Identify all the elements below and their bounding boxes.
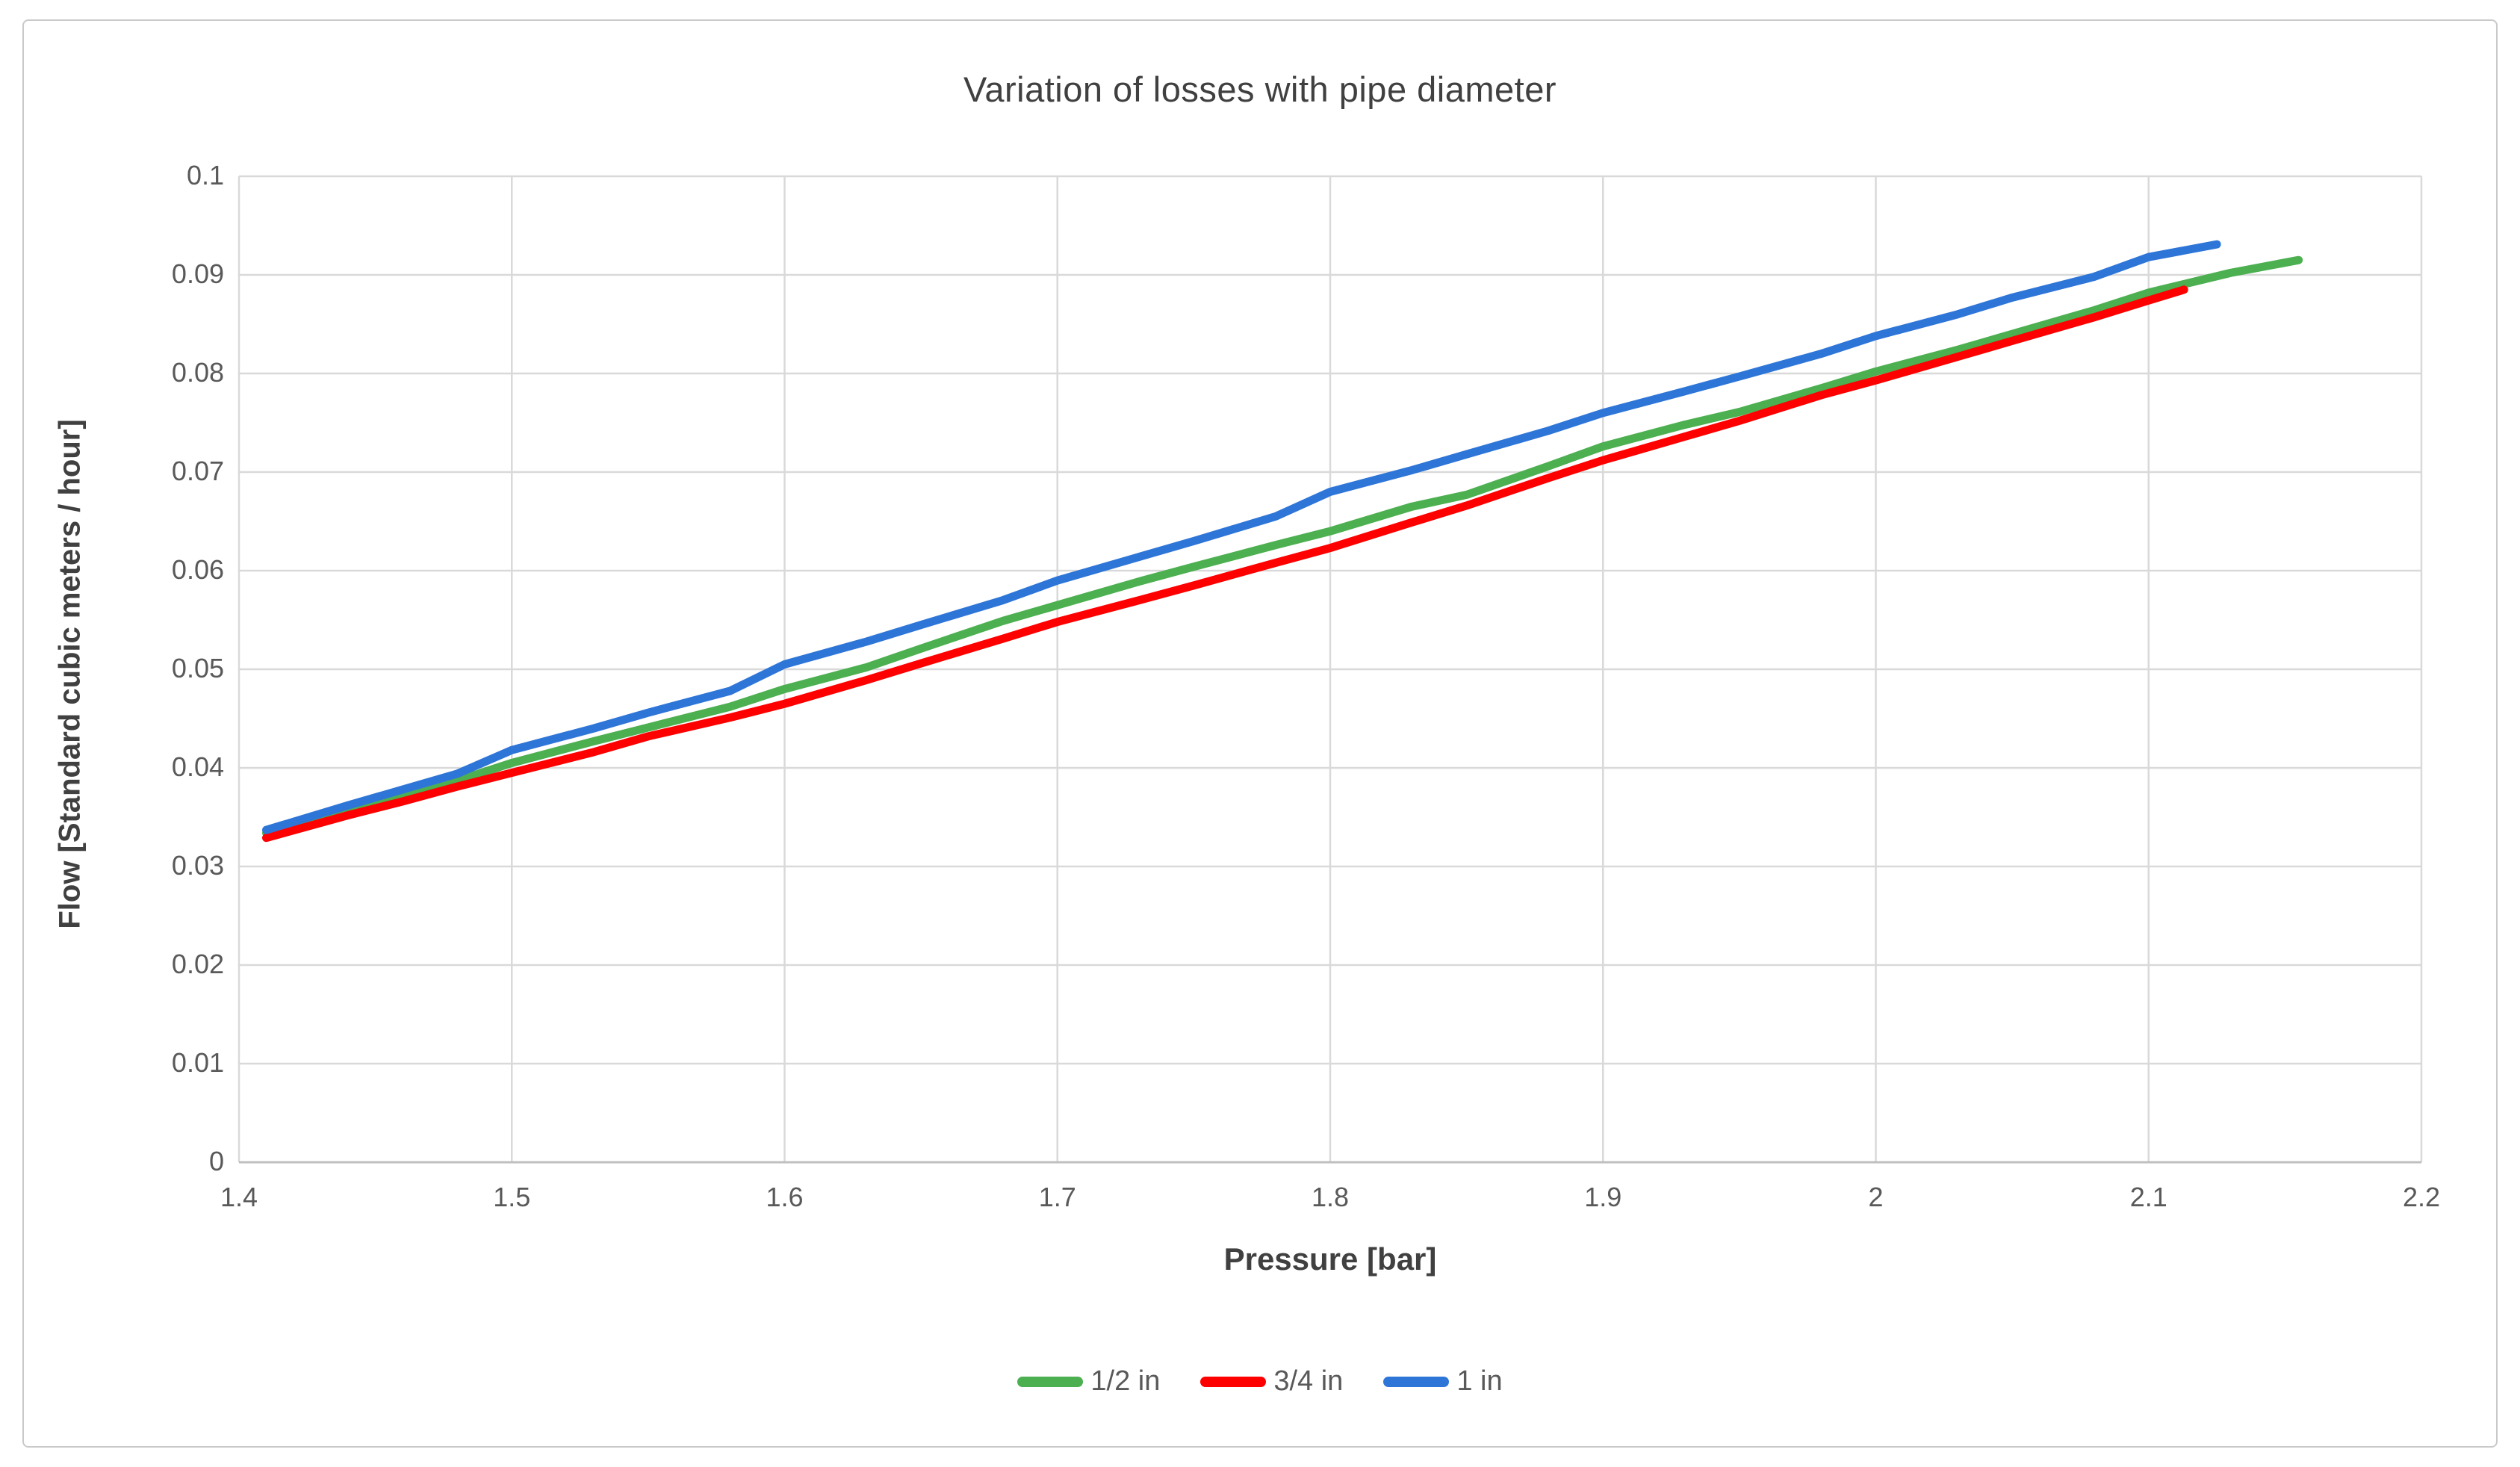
- x-tick-label: 2.2: [2402, 1182, 2441, 1212]
- x-tick-label: 2: [1868, 1182, 1884, 1212]
- y-tick-label: 0.07: [171, 456, 224, 486]
- legend-swatch: [1200, 1376, 1267, 1387]
- x-tick-label: 1.4: [220, 1182, 258, 1212]
- y-tick-label: 0.06: [171, 554, 224, 585]
- y-tick-label: 0.05: [171, 653, 224, 683]
- series-line-3-4-in: [262, 285, 2188, 843]
- x-axis-title: Pressure [bar]: [1223, 1241, 1437, 1277]
- chart-frame: [22, 19, 2498, 1448]
- legend-item: 1/2 in: [1017, 1365, 1160, 1398]
- y-tick-label: 0.1: [186, 160, 224, 190]
- y-axis-title: Flow [Standard cubic meters / hour]: [53, 419, 87, 929]
- y-tick-label: 0: [208, 1146, 224, 1176]
- x-tick-label: 2.1: [2129, 1182, 2167, 1212]
- y-tick-label: 0.01: [171, 1047, 224, 1078]
- legend-item: 1 in: [1383, 1365, 1503, 1398]
- legend-label: 1 in: [1456, 1365, 1503, 1397]
- legend-swatch: [1017, 1376, 1084, 1387]
- x-tick-label: 1.7: [1038, 1182, 1076, 1212]
- y-tick-label: 0.04: [171, 751, 224, 782]
- y-tick-label: 0.02: [171, 949, 224, 979]
- chart-legend: 1/2 in 3/4 in 1 in: [0, 1365, 2520, 1398]
- legend-label: 1/2 in: [1090, 1365, 1161, 1397]
- series-line-1-in: [262, 240, 2221, 834]
- x-tick-label: 1.8: [1311, 1182, 1350, 1212]
- y-tick-label: 0.09: [171, 258, 224, 289]
- y-tick-label: 0.03: [171, 850, 224, 881]
- y-tick-label: 0.08: [171, 357, 224, 388]
- legend-item: 3/4 in: [1200, 1365, 1343, 1398]
- legend-swatch: [1383, 1376, 1450, 1387]
- x-tick-label: 1.5: [493, 1182, 531, 1212]
- legend-label: 3/4 in: [1273, 1365, 1344, 1397]
- x-tick-label: 1.6: [766, 1182, 804, 1212]
- x-tick-label: 1.9: [1584, 1182, 1622, 1212]
- series-line-1-2-in: [262, 255, 2303, 837]
- chart-title: Variation of losses with pipe diameter: [963, 69, 1557, 109]
